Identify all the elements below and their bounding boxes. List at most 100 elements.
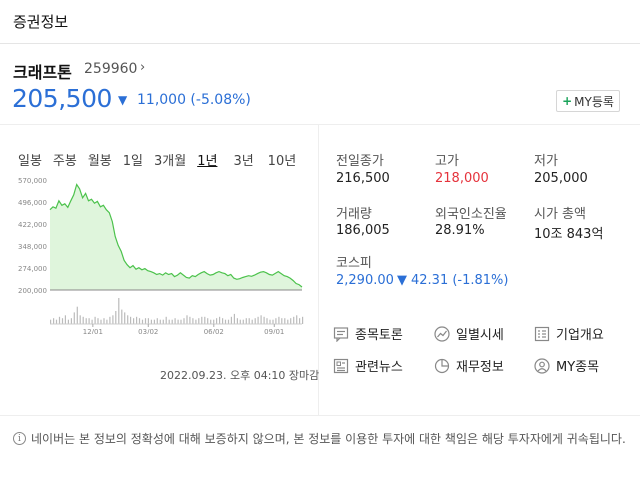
volume-bar [207, 318, 209, 324]
volume-bar [168, 319, 170, 324]
volume-bar [189, 316, 191, 324]
kospi-label: 코스피 [336, 256, 372, 271]
volume-bar [281, 318, 283, 324]
prev-close-value: 216,500 [336, 171, 390, 186]
volume-bar [233, 313, 235, 324]
volume-bar [257, 316, 259, 324]
tab-3-months[interactable]: 3개월 [154, 154, 187, 169]
volume-bar [106, 319, 108, 324]
user-icon [534, 357, 550, 374]
volume-bar [141, 319, 144, 324]
volume-bar [112, 315, 114, 324]
tab-monthly-candle[interactable]: 월봉 [87, 154, 112, 169]
volume-bar [230, 316, 232, 324]
trend-icon [434, 325, 450, 342]
tab-10-years[interactable]: 10년 [267, 154, 297, 169]
company-overview-link-label: 기업개요 [556, 328, 604, 343]
volume-bar [70, 318, 72, 324]
y-tick-label: 200,000 [18, 287, 47, 295]
volume-bar [50, 319, 52, 324]
disclaimer-text: 네이버는 본 정보의 정확성에 대해 보증하지 않으며, 본 정보를 이용한 투… [31, 432, 626, 446]
low-value: 205,000 [534, 171, 588, 186]
kospi-down-icon: ▼ [397, 273, 407, 288]
related-news-link[interactable]: 관련뉴스 [333, 356, 403, 375]
tab-daily-candle[interactable]: 일봉 [18, 154, 42, 169]
volume-bar [109, 316, 111, 324]
volume-bar [124, 312, 126, 324]
y-tick-label: 496,000 [18, 199, 47, 207]
x-tick-label: 09/01 [264, 328, 284, 334]
financial-info-link[interactable]: 재무정보 [434, 356, 504, 375]
volume-bar [186, 315, 188, 324]
add-my-stock-label: MY등록 [574, 94, 614, 109]
section-title: 증권정보 [13, 13, 69, 31]
plus-icon: + [562, 94, 573, 108]
volume-bar [73, 312, 75, 324]
volume-bar [150, 319, 152, 324]
price-change: 11,000 (-5.08%) [137, 92, 251, 108]
volume-bar [177, 319, 179, 324]
y-tick-label: 422,000 [18, 221, 47, 229]
tab-1-year[interactable]: 1년 [197, 154, 218, 169]
volume-bar [227, 319, 230, 324]
x-tick-label: 03/02 [138, 328, 158, 334]
volume-bar [201, 316, 203, 324]
volume-bar [127, 315, 129, 324]
kospi-value: 2,290.00 [336, 273, 394, 288]
volume-bar [239, 319, 241, 324]
discussion-link-label: 종목토론 [355, 328, 403, 343]
tab-1-day[interactable]: 1일 [122, 154, 143, 169]
volume-bar [290, 318, 292, 324]
foreign-ratio-value: 28.91% [435, 223, 485, 238]
volume-bar [136, 316, 138, 324]
chart-period-tabs: 일봉 주봉 월봉 1일 3개월 1년 3년 10년 [18, 150, 296, 169]
volume-bar [94, 316, 96, 324]
price-chart[interactable]: 570,000 496,000 422,000 348,000 274,000 200,0… [16, 174, 306, 336]
my-stocks-link-label: MY종목 [556, 360, 600, 375]
x-tick-label: 12/01 [83, 328, 103, 334]
volume-bar [219, 316, 221, 324]
volume-bar [216, 318, 218, 324]
volume-bar [61, 318, 64, 324]
info-icon: i [13, 432, 26, 445]
section-header: 증권정보 [0, 0, 640, 44]
volume-bar [55, 319, 58, 324]
volume-bar [195, 319, 197, 324]
daily-price-link-label: 일별시세 [456, 328, 504, 343]
add-my-stock-button[interactable]: + MY등록 [556, 90, 620, 112]
stock-code-link[interactable]: 259960 [84, 61, 138, 77]
volume-bar [224, 319, 227, 324]
tab-weekly-candle[interactable]: 주봉 [52, 154, 77, 169]
volume-bar [269, 319, 271, 324]
volume-bar [174, 318, 176, 324]
daily-price-link[interactable]: 일별시세 [434, 324, 504, 343]
pie-icon [434, 358, 450, 373]
company-overview-link[interactable]: 기업개요 [534, 324, 604, 343]
volume-bar [287, 319, 289, 324]
low-label: 저가 [534, 154, 558, 169]
chevron-right-icon[interactable]: › [140, 60, 146, 75]
volume-bar [138, 318, 141, 324]
volume-bar [156, 318, 158, 324]
stock-name-link[interactable]: 크래프톤 [13, 63, 72, 82]
volume-bar [88, 318, 90, 324]
foreign-ratio-label: 외국인소진율 [435, 207, 507, 222]
volume-bar [204, 316, 206, 324]
price-area [50, 184, 302, 290]
volume-bar [210, 319, 212, 324]
stock-info-panel [0, 124, 640, 416]
volume-bar [162, 319, 164, 324]
volume-bar [213, 319, 215, 324]
tab-3-years[interactable]: 3년 [233, 154, 254, 169]
volume-bar [133, 318, 135, 324]
volume-bar [67, 319, 69, 324]
volume-bar [180, 319, 182, 324]
volume-bar [58, 316, 61, 324]
my-stocks-link[interactable]: MY종목 [534, 356, 599, 375]
high-label: 고가 [435, 154, 459, 169]
volume-bar [275, 318, 277, 324]
discussion-link[interactable]: 종목토론 [333, 324, 403, 343]
volume-bar [236, 318, 238, 324]
volume-bar [302, 316, 304, 324]
volume-bar [254, 318, 256, 324]
